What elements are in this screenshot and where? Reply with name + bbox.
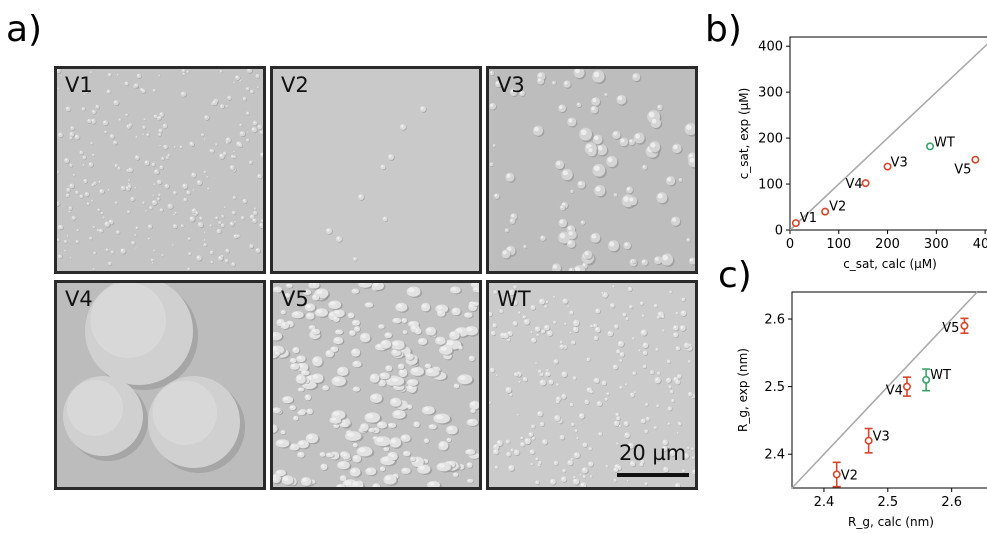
micrograph-image — [57, 283, 263, 487]
chart-c: 2.4 2.5 2.6 2.4 2.5 2.6 R_g, calc (nm) R_g, exp… — [736, 291, 987, 529]
panel-a-label: a) — [6, 9, 43, 50]
x-axis-label: c_sat, calc (µM) — [843, 257, 937, 271]
data-point — [791, 219, 800, 228]
identity-line — [789, 43, 987, 231]
data-point — [925, 142, 934, 151]
y-tick-label: 200 — [758, 132, 783, 147]
micrograph-label: WT — [497, 287, 531, 311]
x-tick-label: 0 — [786, 237, 794, 252]
y-axis-label: c_sat, exp (µM) — [737, 88, 751, 180]
micrograph-v5: V5 — [270, 280, 482, 490]
point-label: V2 — [829, 200, 846, 215]
data-point — [922, 375, 931, 384]
x-tick-label: 300 — [924, 237, 949, 252]
y-tick-label: 2.6 — [764, 313, 785, 328]
y-tick-label: 300 — [758, 86, 783, 101]
y-tick-label: 400 — [758, 40, 783, 55]
micrograph-v3: V3 — [486, 66, 698, 274]
micrograph-image — [273, 69, 479, 271]
micrograph-image — [489, 283, 695, 487]
data-point — [883, 162, 892, 171]
y-tick-label: 100 — [758, 178, 783, 193]
scale-bar — [617, 473, 689, 477]
micrograph-label: V5 — [281, 287, 309, 311]
data-point — [971, 155, 980, 164]
micrograph-v1: V1 — [54, 66, 266, 274]
micrograph-v2: V2 — [270, 66, 482, 274]
data-point — [960, 321, 969, 330]
micrograph-image — [57, 69, 263, 271]
data-point — [902, 382, 911, 391]
x-tick-label: 400 — [973, 237, 987, 252]
point-label: V1 — [800, 211, 817, 226]
point-label: V5 — [942, 321, 959, 336]
micrograph-label: V1 — [65, 73, 93, 97]
point-label: V5 — [954, 163, 971, 178]
plot-frame — [791, 291, 987, 489]
panel-c-label: c) — [718, 255, 752, 296]
micrograph-v4: V4 — [54, 280, 266, 490]
data-point — [832, 470, 841, 479]
scale-bar-label: 20 µm — [619, 441, 687, 465]
micrograph-wt: WT 20 µm — [486, 280, 698, 490]
point-label: WT — [930, 368, 951, 383]
x-tick-label: 200 — [875, 237, 900, 252]
point-label: V4 — [845, 177, 862, 192]
micrograph-image — [273, 283, 479, 487]
micrograph-label: V4 — [65, 287, 93, 311]
micrograph-image — [489, 69, 695, 271]
x-tick-label: 2.5 — [877, 495, 898, 510]
point-label: V4 — [886, 384, 903, 399]
micrograph-label: V3 — [497, 73, 525, 97]
point-label: WT — [934, 135, 955, 150]
plot-frame — [789, 36, 987, 231]
x-tick-label: 2.6 — [941, 495, 962, 510]
x-axis-label: R_g, calc (nm) — [848, 515, 934, 529]
y-tick-label: 0 — [775, 224, 783, 239]
point-label: V3 — [873, 430, 890, 445]
chart-b: 0 100 200 300 400 0 100 200 300 400 c_sat, calc (µ… — [737, 36, 987, 271]
x-tick-label: 2.4 — [814, 495, 835, 510]
micrograph-label: V2 — [281, 73, 309, 97]
y-axis-label: R_g, exp (nm) — [736, 348, 750, 432]
panel-b-label: b) — [705, 9, 742, 50]
y-tick-label: 2.4 — [764, 448, 785, 463]
x-tick-label: 100 — [826, 237, 851, 252]
identity-line — [791, 291, 978, 489]
point-label: V2 — [841, 468, 858, 483]
point-label: V3 — [891, 156, 908, 171]
y-tick-label: 2.5 — [764, 380, 785, 395]
data-point — [864, 436, 873, 445]
data-point — [821, 207, 830, 216]
data-point — [861, 179, 870, 188]
